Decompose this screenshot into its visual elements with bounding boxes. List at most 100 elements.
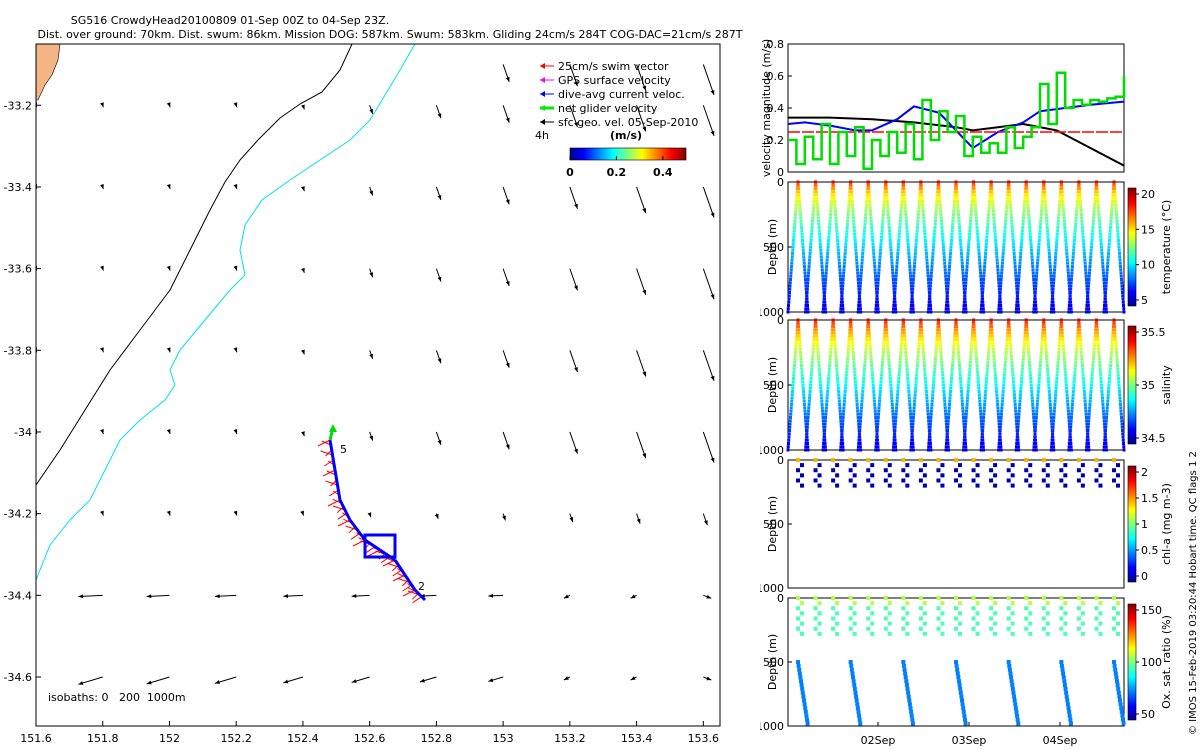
profile-dot <box>818 239 822 242</box>
profile-dot <box>1049 310 1053 314</box>
profile-dot <box>1042 187 1046 190</box>
profile-dot <box>1008 341 1012 345</box>
profile-dot <box>1101 409 1105 413</box>
profile-dot <box>984 242 988 246</box>
profile-dot <box>817 222 821 226</box>
profile-dot <box>856 307 860 311</box>
profile-dot <box>1082 248 1086 252</box>
profile-dot <box>945 294 949 298</box>
profile-dot <box>982 271 986 275</box>
profile-dot <box>858 422 862 426</box>
profile-dot <box>875 294 879 298</box>
profile-dot <box>1006 596 1011 600</box>
profile-dot <box>793 222 797 226</box>
profile-dot <box>1053 399 1057 403</box>
profile-dot <box>1031 409 1035 413</box>
profile-dot <box>831 180 835 184</box>
profile-dot <box>946 307 950 311</box>
profile-dot <box>835 232 839 236</box>
profile-dot <box>1043 334 1047 338</box>
profile-dot <box>1043 338 1047 341</box>
profile-dot <box>1024 626 1029 631</box>
profile-dot <box>962 422 966 426</box>
profile-dot <box>851 347 855 351</box>
profile-dot <box>875 429 879 432</box>
profile-dot <box>791 252 794 255</box>
swim-vector <box>352 539 366 547</box>
profile-dot <box>1118 261 1122 265</box>
profile-dot <box>1098 370 1102 374</box>
profile-dot <box>943 406 947 410</box>
profile-dot <box>975 601 980 606</box>
profile-dot <box>1104 419 1108 423</box>
profile-dot <box>1094 626 1099 631</box>
profile-dot <box>818 242 822 246</box>
geo-arrow-shaft <box>702 64 715 96</box>
profile-dot <box>1060 667 1065 672</box>
profile-dot <box>854 390 858 393</box>
profile-dot <box>879 242 883 246</box>
profile-dot <box>977 383 981 387</box>
profile-dot <box>929 278 933 281</box>
profile-dot <box>946 281 950 285</box>
profile-dot <box>1038 235 1042 239</box>
profile-dot <box>948 396 952 400</box>
profile-dot <box>1024 606 1029 611</box>
profile-dot <box>978 258 982 262</box>
profile-dot <box>795 193 799 197</box>
profile-dot <box>958 232 962 236</box>
profile-dot <box>1076 596 1081 600</box>
profile-dot <box>800 370 804 374</box>
profile-dot <box>844 235 848 239</box>
profile-dot <box>794 347 798 351</box>
profile-dot <box>1068 300 1072 304</box>
profile-dot <box>923 370 927 374</box>
profile-dot <box>867 328 871 332</box>
profile-dot <box>838 412 842 416</box>
profile-dot <box>870 364 874 367</box>
profile-dot <box>1095 183 1099 187</box>
profile-dot <box>1008 334 1012 338</box>
profile-dot <box>1109 364 1112 367</box>
profile-dot <box>995 399 999 403</box>
profile-dot <box>812 338 816 341</box>
profile-dot <box>1041 196 1045 200</box>
profile-dot <box>894 419 898 423</box>
profile-dot <box>813 596 818 600</box>
profile-dot <box>885 328 889 332</box>
profile-dot <box>920 200 924 203</box>
profile-dot <box>889 248 893 252</box>
profile-dot <box>970 203 974 207</box>
profile-dot <box>1073 373 1077 377</box>
profile-dot <box>965 399 969 403</box>
credit-text: © IMOS 15-Feb-2019 03:20:44 Hobart time.… <box>1188 451 1199 735</box>
profile-dot <box>1094 606 1099 611</box>
profile-dot <box>1061 671 1066 676</box>
profile-dot <box>1056 360 1060 364</box>
profile-dot <box>939 219 943 223</box>
profile-dot <box>975 611 980 616</box>
profile-dot <box>796 321 800 325</box>
profile-dot <box>1047 380 1051 384</box>
profile-dot <box>959 248 963 252</box>
profile-dot <box>1034 284 1038 288</box>
profile-dot <box>1005 341 1009 345</box>
profile-dot <box>1107 248 1111 252</box>
profile-dot <box>856 310 860 314</box>
profile-dot <box>921 209 925 213</box>
profile-dot <box>802 255 806 259</box>
profile-dot <box>1115 683 1120 688</box>
profile-dot <box>807 409 811 413</box>
profile-dot <box>992 357 996 361</box>
profile-dot <box>1050 307 1054 311</box>
profile-dot <box>851 216 855 220</box>
profile-dot <box>802 261 806 265</box>
profile-dot <box>967 242 971 246</box>
profile-dot <box>854 698 859 703</box>
profile-dot <box>993 631 998 636</box>
profile-dot <box>856 278 860 281</box>
profile-dot <box>888 229 892 233</box>
profile-dot <box>868 344 872 348</box>
profile-dot <box>950 239 953 242</box>
map-y-tick-label: -33.8 <box>4 344 32 357</box>
